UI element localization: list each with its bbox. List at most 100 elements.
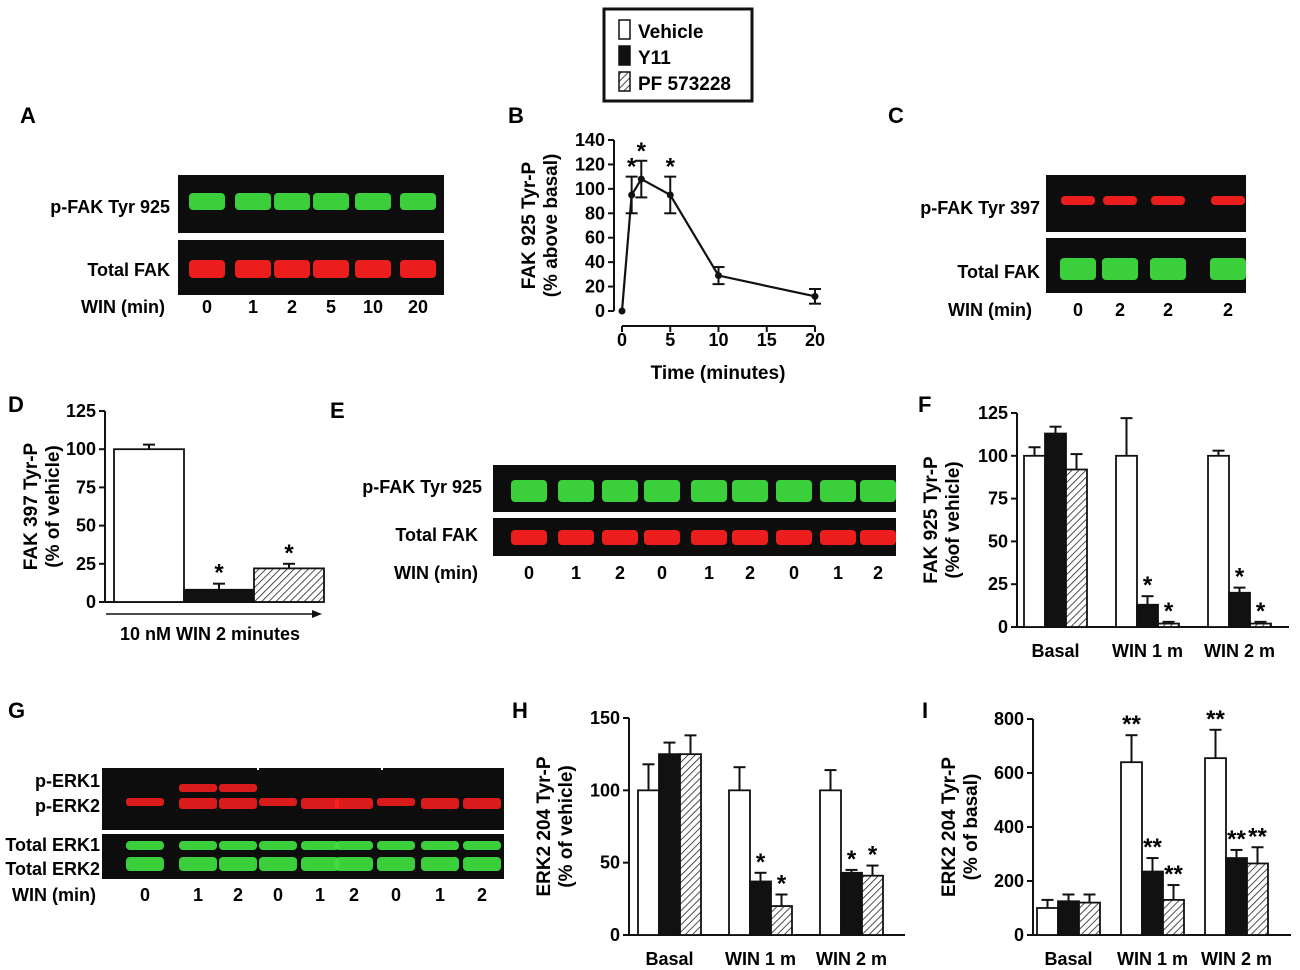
legend-label-y11: Y11 — [638, 48, 671, 69]
chart-b-x-tick-label: 20 — [805, 330, 825, 350]
chart-f-bar — [1044, 432, 1067, 628]
band-e-pfak — [558, 480, 594, 502]
panel-letter-e: E — [330, 398, 345, 423]
groups-e: V Y11 PF — [578, 441, 841, 464]
band-g-perk2 — [219, 798, 257, 809]
band-g-total2 — [179, 857, 217, 871]
band-g-total2 — [377, 857, 415, 871]
band-e-total — [732, 530, 768, 545]
panel-letter-f: F — [918, 392, 931, 417]
e-lane-label: 2 — [873, 563, 883, 583]
band-c-pfak — [1061, 196, 1095, 205]
g-lane-label: 0 — [140, 885, 150, 905]
chart-b-significance-mark: * — [627, 154, 637, 181]
axis-label-a: WIN (min) — [81, 297, 165, 317]
g-lane-label: 0 — [273, 885, 283, 905]
chart-i-significance-mark: ** — [1248, 823, 1267, 850]
chart-b-y-tick-label: 80 — [585, 203, 605, 223]
chart-b-x-tick-label: 5 — [665, 330, 675, 350]
band-g-perk2 — [421, 798, 459, 809]
band-c-total — [1060, 258, 1096, 280]
chart-b-x-tick-label: 10 — [708, 330, 728, 350]
row-label-c-pfak: p-FAK Tyr 397 — [920, 198, 1040, 218]
band-e-total — [776, 530, 812, 545]
band-c-pfak — [1151, 196, 1185, 205]
c-lane-label: 2 — [1223, 300, 1233, 320]
groups-g: V Y11 PF — [184, 745, 462, 770]
chart-i-bar — [1120, 761, 1143, 936]
chart-b-y-tick-label: 20 — [585, 277, 605, 297]
chart-f-bar — [1115, 454, 1138, 628]
blot-g-total — [102, 834, 504, 879]
band-e-total — [644, 530, 680, 545]
chart-h-y-axis-label: ERK2 204 Tyr-P(% of vehicle) — [534, 756, 577, 896]
chart-i-bar — [1246, 862, 1269, 936]
panel-letter-b: B — [508, 103, 524, 128]
chart-i-significance-mark: ** — [1143, 834, 1162, 861]
chart-b-point — [811, 292, 819, 300]
row-label-g-total1: Total ERK1 — [5, 835, 100, 855]
chart-b-point — [715, 272, 722, 280]
band-g-perk2 — [179, 798, 217, 809]
band-g-perk2 — [463, 798, 501, 809]
chart-h-bar — [840, 871, 863, 936]
band-c-total — [1210, 258, 1246, 280]
chart-b-y-tick-label: 0 — [595, 301, 605, 321]
band-a-total — [400, 260, 436, 278]
chart-d-y-axis-label: FAK 397 Tyr-P(% of vehicle) — [21, 442, 64, 570]
chart-i-bar — [1078, 901, 1101, 936]
chart-b: 0 20 40 60 80 100 120 140 0 5 10 15 20 Time (minutes)… — [519, 130, 825, 384]
band-g-total1 — [179, 841, 217, 850]
band-e-pfak — [511, 480, 547, 502]
g-lane-label: 1 — [435, 885, 445, 905]
chart-b-point — [618, 307, 626, 315]
chart-i-y-tick-label: 800 — [994, 709, 1024, 729]
chart-h-category-label: WIN 1 m — [725, 949, 796, 969]
e-lane-label: 0 — [524, 563, 534, 583]
chart-h-bar — [819, 789, 842, 936]
a-lane-label: 20 — [408, 297, 428, 317]
chart-f-y-tick-label: 50 — [988, 531, 1008, 551]
panel-a: A p-FAK Tyr 925 Total FAK WIN (min) 0 1 2 5… — [20, 103, 444, 317]
row-label-c-total: Total FAK — [957, 262, 1040, 282]
legend-swatch-vehicle — [618, 19, 631, 40]
chart-i-bar — [1162, 899, 1185, 936]
lanes-c: 0 2 2 2 — [1073, 300, 1233, 320]
bands-a — [189, 193, 436, 278]
chart-f: 0 25 50 75 100 125 FAK 925 Tyr-P(%of vehicle) B… — [921, 403, 1289, 661]
chart-h: 0 50 100 150 ERK2 204 Tyr-P(% of vehicle) Bas… — [534, 708, 905, 969]
a-lane-label: 5 — [326, 297, 336, 317]
band-e-pfak — [644, 480, 680, 502]
chart-h-bar — [749, 880, 772, 936]
band-g-total2 — [126, 857, 164, 871]
band-g-perk2 — [335, 798, 373, 809]
chart-h-y-tick-label: 150 — [590, 708, 620, 728]
chart-f-category-label: WIN 1 m — [1112, 641, 1183, 661]
chart-b-y-tick-label: 120 — [575, 154, 605, 174]
band-g-total1 — [377, 841, 415, 850]
band-g-total2 — [335, 857, 373, 871]
chart-b-x-axis-label: Time (minutes) — [651, 363, 786, 384]
band-g-total2 — [219, 857, 257, 871]
chart-i-y-axis-label: ERK2 204 Tyr-P(% of basal) — [939, 757, 982, 897]
chart-i-bar — [1057, 900, 1080, 936]
g-lane-label: 0 — [391, 885, 401, 905]
band-g-perk1 — [179, 784, 217, 792]
band-e-pfak — [732, 480, 768, 502]
band-g-total2 — [301, 857, 339, 871]
row-label-a-total: Total FAK — [87, 260, 170, 280]
a-lane-label: 2 — [287, 297, 297, 317]
chart-d-significance-mark: * — [214, 560, 224, 587]
row-label-g-perk2: p-ERK2 — [35, 796, 100, 816]
chart-b-y-axis-label: FAK 925 Tyr-P(% above basal) — [519, 154, 562, 298]
chart-i-bar — [1036, 907, 1059, 936]
e-lane-label: 1 — [571, 563, 581, 583]
band-c-pfak — [1103, 196, 1137, 205]
chart-h-y-tick-label: 0 — [610, 925, 620, 945]
row-label-e-pfak: p-FAK Tyr 925 — [362, 477, 482, 497]
chart-b-y-tick-label: 140 — [575, 130, 605, 150]
band-e-total — [511, 530, 547, 545]
row-label-g-perk1: p-ERK1 — [35, 771, 100, 791]
c-lane-label: 2 — [1163, 300, 1173, 320]
